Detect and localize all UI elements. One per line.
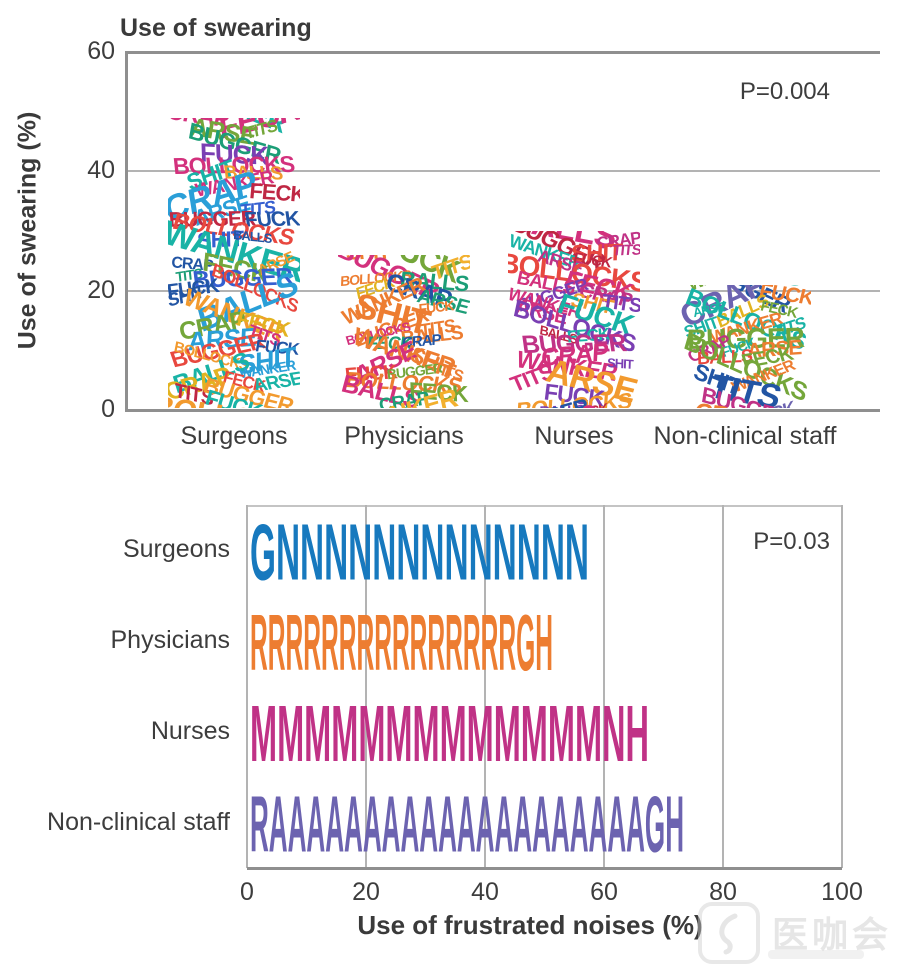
bar-non-clinical-staff: ARSEBALLSFECKBOLLOCKSSHITWANKERTITSBUGGE… [679, 285, 811, 408]
noise-bar-nurses: MMMMMMMMMMMMMNH [250, 689, 649, 778]
category-label-0: Surgeons [180, 422, 288, 450]
watermark-subtext-blur [768, 950, 864, 959]
category-label-3: Non-clinical staff [653, 422, 837, 450]
top-chart-title: Use of swearing [120, 14, 312, 42]
x-tick-0: 0 [240, 878, 254, 906]
y-tick-40: 40 [87, 156, 115, 185]
row-label-1: Physicians [110, 626, 231, 655]
y-axis-line [125, 52, 128, 410]
y-tick-60: 60 [87, 37, 115, 65]
x-axis-line-bottom-chart [247, 867, 842, 870]
x-tick-60: 60 [590, 878, 618, 906]
swear-word: TITS [611, 241, 640, 260]
x-tick-20: 20 [352, 878, 380, 906]
top-p-value: P=0.004 [739, 78, 830, 105]
watermark-text: 医咖会 [772, 914, 893, 955]
swear-word: CRAP [691, 398, 763, 408]
category-label-2: Nurses [534, 422, 614, 450]
gridline-x60 [603, 505, 605, 868]
top-y-axis-label: Use of swearing (%) [13, 111, 42, 350]
y-tick-20: 20 [87, 275, 115, 304]
gridline-y20 [125, 289, 880, 292]
noise-letter-bars: GNNNNNNNNNNNNNRRRRRRRRRRRRRRRGHMMMMMMMMM… [250, 507, 684, 869]
gridline-x100 [841, 505, 843, 868]
y-tick-0: 0 [101, 395, 115, 423]
x-axis-line-top-chart [125, 409, 880, 412]
gridline-x0 [246, 505, 248, 868]
bar-physicians: TITSBOLLOCKSBALLSFECKCRAPWANKERARSESHITF… [338, 255, 470, 408]
x-tick-40: 40 [471, 878, 499, 906]
gridline-y40 [125, 170, 880, 173]
row-label-2: Nurses [150, 716, 230, 745]
gridline-x80 [722, 505, 724, 868]
noise-bar-non-clinical-staff: RAAAAAAAAAAAAAAAAAAAAGH [250, 780, 684, 869]
gridline-x20 [365, 505, 367, 868]
yikahui-logo-icon [698, 902, 760, 964]
x-tick-80: 80 [709, 878, 737, 906]
noise-bar-surgeons: GNNNNNNNNNNNNN [250, 507, 589, 596]
gridline-x40 [484, 505, 486, 868]
watermark: 医咖会 [698, 902, 892, 964]
bottom-x-axis-label: Use of frustrated noises (%) [357, 910, 703, 940]
bottom-plot-top-border [247, 505, 842, 507]
category-label-1: Physicians [344, 422, 464, 450]
swear-word: CRAP [579, 400, 640, 408]
bar-nurses: BUGGER CRAP WANKER SHIT TITS ARSE FUCK BOLLOCKS… [508, 231, 640, 408]
x-tick-100: 100 [821, 878, 863, 906]
bottom-p-value: P=0.03 [753, 528, 830, 555]
bar-surgeons: FUCKBOLLOCKSSHITBALLSWANKERCRAPFECKARSET… [168, 118, 300, 408]
row-label-0: Surgeons [122, 535, 230, 564]
noise-bar-physicians: RRRRRRRRRRRRRRRGH [250, 598, 553, 687]
plot-top-border [125, 51, 880, 54]
row-label-3: Non-clinical staff [47, 807, 230, 836]
